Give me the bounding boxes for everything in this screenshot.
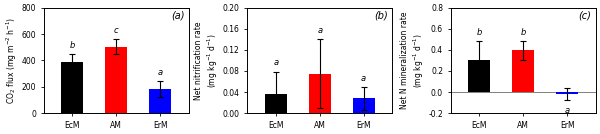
Text: c: c — [114, 26, 118, 35]
Text: (c): (c) — [578, 11, 592, 21]
Text: b: b — [476, 28, 482, 37]
Text: a: a — [317, 26, 322, 35]
Text: a: a — [361, 74, 366, 83]
Text: a: a — [273, 58, 278, 67]
Text: b: b — [521, 28, 526, 37]
Text: (a): (a) — [171, 11, 184, 21]
Bar — [469, 60, 490, 92]
Bar — [309, 74, 331, 113]
Bar — [265, 94, 287, 113]
Y-axis label: Net nitrification rate
(mg kg$^{-1}$ d$^{-1}$): Net nitrification rate (mg kg$^{-1}$ d$^… — [194, 21, 220, 100]
Bar — [512, 50, 534, 92]
Text: a: a — [158, 68, 163, 77]
Y-axis label: Net N mineralization rate
(mg kg$^{-1}$ d$^{-1}$): Net N mineralization rate (mg kg$^{-1}$ … — [400, 12, 425, 109]
Text: a: a — [565, 106, 570, 115]
Bar — [149, 89, 171, 113]
Text: (b): (b) — [374, 11, 388, 21]
Bar — [105, 47, 127, 113]
Bar — [353, 98, 374, 113]
Bar — [61, 62, 83, 113]
Bar — [556, 92, 578, 94]
Y-axis label: CO$_2$ flux (mg m$^{-2}$ h$^{-1}$): CO$_2$ flux (mg m$^{-2}$ h$^{-1}$) — [4, 17, 19, 104]
Text: b: b — [70, 41, 75, 50]
